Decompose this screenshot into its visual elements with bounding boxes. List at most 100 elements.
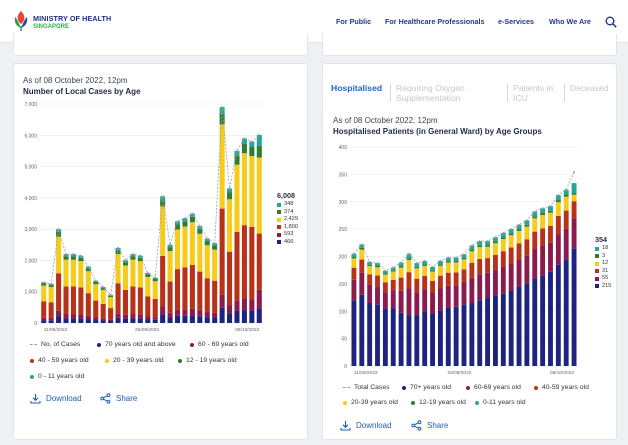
total-point <box>102 286 105 289</box>
bar-segment <box>256 157 262 234</box>
bar-segment <box>469 245 475 250</box>
bar-segment <box>406 253 412 259</box>
bar-segment <box>571 201 577 219</box>
bar-segment <box>182 226 188 268</box>
moh-logo-icon[interactable] <box>13 10 29 32</box>
bar-segment <box>100 320 106 323</box>
share-button[interactable]: Share <box>411 420 448 431</box>
legend-item[interactable]: 40-59 years old <box>534 384 589 391</box>
share-icon <box>411 420 422 431</box>
bar-segment <box>189 315 195 323</box>
bar-segment <box>422 260 428 265</box>
bar-segment <box>398 312 404 366</box>
legend-item[interactable]: 20-39 years old <box>343 399 398 406</box>
bar-segment <box>234 164 240 232</box>
bar-segment <box>204 238 210 242</box>
legend-item[interactable]: 12 - 19 years old <box>178 357 237 364</box>
legend-item[interactable]: 20 - 39 years old <box>105 357 164 364</box>
legend-item[interactable]: 12-19 years old <box>411 399 466 406</box>
summary-row: 3 <box>595 253 611 261</box>
download-button[interactable]: Download <box>30 393 82 404</box>
legend-item[interactable]: 70+ years old <box>402 384 451 391</box>
bar-segment <box>555 195 561 201</box>
tab-divider <box>390 84 391 102</box>
search-icon[interactable] <box>605 16 617 28</box>
local-cases-chart[interactable]: 0 1,000 2,000 3,000 4,000 5,000 6,000 7,000 11/0… <box>13 98 308 338</box>
summary-row: 348 <box>277 201 298 209</box>
y-tick-label: 1,000 <box>24 290 37 296</box>
bar-segment <box>219 307 225 323</box>
total-point <box>131 253 134 256</box>
nav-for-public[interactable]: For Public <box>336 17 372 26</box>
tab-deceased[interactable]: Deceased <box>570 83 609 93</box>
bar-segment <box>122 318 129 323</box>
bar-segment <box>56 236 62 274</box>
bar-segment <box>469 249 475 252</box>
bar-segment <box>422 275 428 290</box>
legend-item[interactable]: 0-11 years old <box>475 399 526 406</box>
download-icon <box>340 421 351 431</box>
y-tick-label: 400 <box>339 145 348 151</box>
total-point <box>228 187 231 190</box>
chart-title: Hospitalised Patients (in General Ward) … <box>333 127 542 136</box>
total-point <box>407 252 410 255</box>
bar-segment <box>137 318 143 323</box>
legend-item[interactable]: 0 - 11 years old <box>30 373 84 380</box>
bar-segment <box>145 316 151 320</box>
bar-segment <box>500 293 506 366</box>
summary-row: 2,429 <box>277 216 298 224</box>
y-tick-label: 6,000 <box>24 133 37 139</box>
bar-segment <box>375 265 380 268</box>
bar-segment <box>375 267 380 276</box>
legend-item[interactable]: No. of Cases <box>30 341 80 348</box>
tab-requiring-oxygen[interactable]: Requiring Oxygen Supplementation <box>396 83 465 103</box>
bar-segment <box>500 237 506 240</box>
legend-item[interactable]: 40 - 59 years old <box>30 357 89 364</box>
bar-segment <box>100 303 106 319</box>
bar-segment <box>204 241 210 246</box>
brand-name: MINISTRY OF HEALTH <box>33 14 112 23</box>
bar-segment <box>241 225 247 300</box>
bar-segment <box>63 318 69 323</box>
bar-segment <box>189 213 195 217</box>
total-point <box>154 276 157 279</box>
bar-segment <box>152 278 158 282</box>
brand[interactable]: MINISTRY OF HEALTH SINGAPORE <box>33 14 111 30</box>
bar-segment <box>85 268 91 272</box>
hospitalised-chart[interactable]: 0 50 100 150 200 250 300 350 400 11/09/2022 25/09/… <box>322 140 617 380</box>
bar-segment <box>375 263 380 266</box>
legend-item[interactable]: 60-69 years old <box>466 384 521 391</box>
bar-segment <box>122 262 129 266</box>
bar-segment <box>212 312 218 318</box>
bar-segment <box>548 206 553 211</box>
tab-hospitalised[interactable]: Hospitalised <box>331 83 383 93</box>
bar-segment <box>167 244 173 248</box>
total-point <box>384 269 387 272</box>
bar-segment <box>145 276 151 297</box>
bar-segment <box>137 255 143 258</box>
tab-patients-in-icu[interactable]: Patients in ICU <box>513 83 554 103</box>
share-button[interactable]: Share <box>100 393 137 404</box>
bar-segment <box>437 260 443 265</box>
legend-item[interactable]: Total Cases <box>343 384 390 391</box>
total-line <box>43 107 260 296</box>
legend-item[interactable]: 60 - 69 years old <box>190 341 249 348</box>
nav-who-we-are[interactable]: Who We Are <box>549 17 591 26</box>
tab-divider <box>564 84 565 102</box>
nav-e-services[interactable]: e-Services <box>498 17 534 26</box>
bar-segment <box>78 314 84 319</box>
download-button[interactable]: Download <box>340 420 392 431</box>
bar-segment <box>189 264 195 309</box>
bar-segment <box>182 315 188 323</box>
legend-item[interactable]: 70 years old and above <box>97 341 176 348</box>
bar-segment <box>359 259 365 273</box>
y-tick-label: 3,000 <box>24 227 37 233</box>
bar-segment <box>414 292 420 316</box>
bar-segment <box>532 218 538 232</box>
bar-segment <box>493 295 498 366</box>
nav-for-healthcare-professionals[interactable]: For Healthcare Professionals <box>385 17 485 26</box>
total-point <box>124 259 127 262</box>
bar-segment <box>548 225 553 243</box>
bar-segment <box>167 247 173 252</box>
total-point <box>87 265 90 268</box>
